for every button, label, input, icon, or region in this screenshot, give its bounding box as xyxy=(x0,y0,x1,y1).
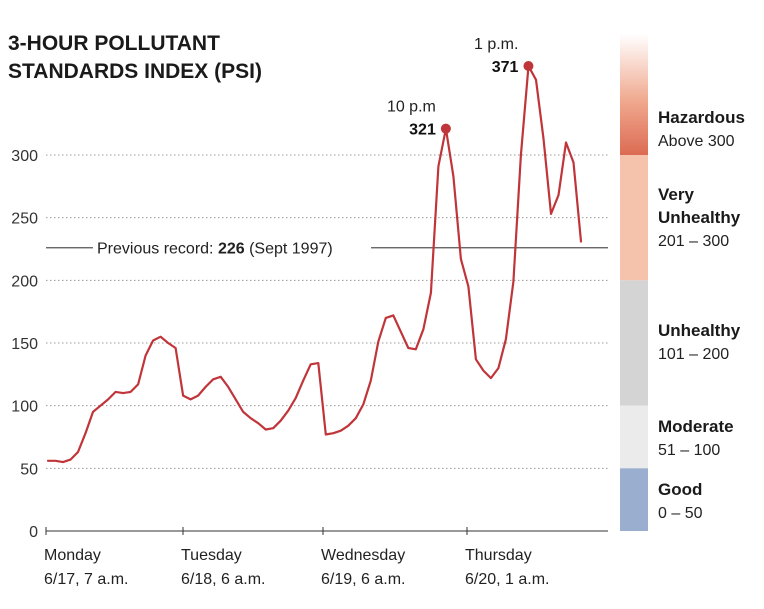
x-tick-date-2: 6/19, 6 a.m. xyxy=(321,571,406,588)
band-hazardous xyxy=(620,34,648,155)
band-range-good: 0 – 50 xyxy=(658,505,703,522)
y-tick-250: 250 xyxy=(11,211,38,228)
psi-line xyxy=(46,64,583,464)
band-title-good: Good xyxy=(658,480,702,499)
band-unhealthy xyxy=(620,280,648,406)
band-title-hazardous: Hazardous xyxy=(658,108,745,127)
band-title-unhealthy: Unhealthy xyxy=(658,321,741,340)
peak-value-1: 371 xyxy=(492,59,519,76)
x-tick-day-1: Tuesday xyxy=(181,547,242,564)
peak-value-0: 321 xyxy=(409,122,436,139)
chart-title-line-1: 3-HOUR POLLUTANT xyxy=(8,32,220,55)
band-range-moderate: 51 – 100 xyxy=(658,442,720,459)
psi-series xyxy=(46,64,583,464)
band-range-very-unhealthy: 201 – 300 xyxy=(658,233,729,250)
chart-title-line-2: STANDARDS INDEX (PSI) xyxy=(8,60,262,83)
band-title-moderate: Moderate xyxy=(658,417,734,436)
previous-record-prefix: Previous record: xyxy=(97,241,218,258)
peak-annotations: 321 10 p.m 371 1 p.m. xyxy=(387,36,534,139)
previous-record-suffix: (Sept 1997) xyxy=(245,241,333,258)
x-tick-day-0: Monday xyxy=(44,547,101,564)
band-moderate xyxy=(620,405,648,469)
y-tick-200: 200 xyxy=(11,273,38,290)
x-tick-date-3: 6/20, 1 a.m. xyxy=(465,571,550,588)
peak-marker-1 xyxy=(523,61,534,72)
previous-record-label: Previous record: 226 (Sept 1997) xyxy=(97,241,333,258)
gridlines: 0 50 100 150 200 250 300 xyxy=(11,148,608,541)
band-title-very-unhealthy-1: Unhealthy xyxy=(658,208,741,227)
band-title-very-unhealthy: Very xyxy=(658,185,694,204)
y-tick-100: 100 xyxy=(11,399,38,416)
psi-bands: Hazardous Above 300 Very Unhealthy 201 – 300… xyxy=(620,34,745,531)
y-tick-300: 300 xyxy=(11,148,38,165)
band-very-unhealthy xyxy=(620,155,648,281)
y-tick-0: 0 xyxy=(29,524,38,541)
x-tick-day-2: Wednesday xyxy=(321,547,405,564)
x-tick-date-1: 6/18, 6 a.m. xyxy=(181,571,266,588)
band-range-unhealthy: 101 – 200 xyxy=(658,346,729,363)
x-tick-date-0: 6/17, 7 a.m. xyxy=(44,571,129,588)
y-tick-50: 50 xyxy=(20,461,38,478)
peak-time-1: 1 p.m. xyxy=(474,36,518,53)
band-good xyxy=(620,468,648,531)
peak-marker-0 xyxy=(440,123,451,134)
x-tick-day-3: Thursday xyxy=(465,547,532,564)
axes: Monday 6/17, 7 a.m. Tuesday 6/18, 6 a.m. Wed… xyxy=(44,527,608,588)
previous-record-line: Previous record: 226 (Sept 1997) xyxy=(46,241,608,258)
previous-record-value: 226 xyxy=(218,241,245,258)
peak-time-0: 10 p.m xyxy=(387,99,436,116)
band-range-hazardous: Above 300 xyxy=(658,133,735,150)
y-tick-150: 150 xyxy=(11,336,38,353)
